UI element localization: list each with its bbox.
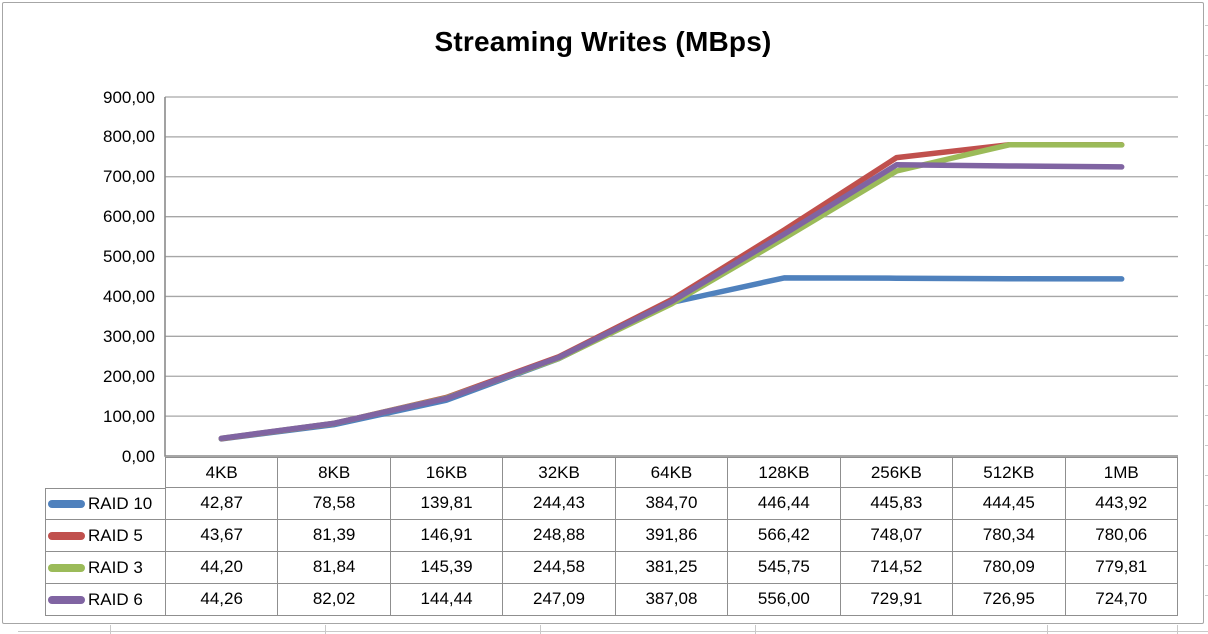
column-header-64kb: 64KB <box>615 458 729 488</box>
legend-line-swatch-raid-5 <box>48 531 85 540</box>
table-row-raid-10: RAID 10 42,87 78,58 139,81 244,43 384,70 446,4… <box>45 488 1178 520</box>
value-cell: 381,25 <box>615 552 729 584</box>
value-cell: 146,91 <box>390 520 504 552</box>
legend-cell-raid-6: RAID 6 <box>46 584 166 616</box>
value-cell: 43,67 <box>165 520 279 552</box>
table-row-raid-6: RAID 6 44,26 82,02 144,44 247,09 387,08 556,00… <box>45 584 1178 616</box>
column-header-8kb: 8KB <box>278 458 391 488</box>
value-cell: 556,00 <box>728 584 841 616</box>
y-axis-tick-label: 200,00 <box>103 366 155 386</box>
series-name-label: RAID 5 <box>88 525 143 545</box>
column-header-16kb: 16KB <box>390 458 504 488</box>
chart-title: Streaming Writes (MBps) <box>434 26 772 57</box>
y-axis-tick-label: 100,00 <box>103 406 155 426</box>
value-cell: 724,70 <box>1065 584 1178 616</box>
y-axis-tick-label: 800,00 <box>103 127 155 147</box>
y-axis-tick-label: 400,00 <box>103 286 155 306</box>
series-name-label: RAID 6 <box>88 589 143 609</box>
value-cell: 779,81 <box>1065 552 1178 584</box>
value-cell: 244,43 <box>503 488 616 520</box>
value-cell: 44,26 <box>165 584 279 616</box>
column-header-1mb: 1MB <box>1065 458 1178 488</box>
value-cell: 78,58 <box>278 488 391 520</box>
legend-line-swatch-raid-3 <box>48 563 85 572</box>
y-axis-tick-label: 900,00 <box>103 87 155 107</box>
column-header-32kb: 32KB <box>503 458 616 488</box>
table-header-row: 4KB 8KB 16KB 32KB 64KB 128KB 256KB 512KB 1MB <box>165 457 1178 488</box>
value-cell: 729,91 <box>840 584 954 616</box>
column-header-128kb: 128KB <box>728 458 841 488</box>
value-cell: 445,83 <box>840 488 954 520</box>
value-cell: 247,09 <box>503 584 616 616</box>
legend-cell-raid-3: RAID 3 <box>46 552 166 584</box>
value-cell: 780,34 <box>953 520 1066 552</box>
value-cell: 545,75 <box>728 552 841 584</box>
y-axis-tick-label: 300,00 <box>103 326 155 346</box>
value-cell: 42,87 <box>165 488 279 520</box>
column-header-512kb: 512KB <box>953 458 1066 488</box>
value-cell: 44,20 <box>165 552 279 584</box>
value-cell: 81,84 <box>278 552 391 584</box>
value-cell: 446,44 <box>728 488 841 520</box>
value-cell: 443,92 <box>1065 488 1178 520</box>
table-row-raid-3: RAID 3 44,20 81,84 145,39 244,58 381,25 545,75… <box>45 552 1178 584</box>
y-axis-tick-label: 600,00 <box>103 207 155 227</box>
series-line-raid-3[interactable] <box>218 142 1125 442</box>
legend-line-swatch-raid-6 <box>48 595 85 604</box>
value-cell: 748,07 <box>840 520 954 552</box>
legend-line-swatch-raid-10 <box>48 500 85 508</box>
legend-cell-raid-10: RAID 10 <box>46 488 166 520</box>
y-axis-tick-label: 700,00 <box>103 167 155 187</box>
legend-cell-raid-5: RAID 5 <box>46 520 166 552</box>
y-axis-tick-label: 0,00 <box>121 446 155 466</box>
y-axis-tick-label: 500,00 <box>103 247 155 267</box>
value-cell: 144,44 <box>390 584 504 616</box>
column-header-4kb: 4KB <box>166 458 279 488</box>
value-cell: 248,88 <box>503 520 616 552</box>
value-cell: 714,52 <box>840 552 954 584</box>
value-cell: 82,02 <box>278 584 391 616</box>
value-cell: 384,70 <box>615 488 729 520</box>
value-cell: 244,58 <box>503 552 616 584</box>
series-name-label: RAID 3 <box>88 557 143 577</box>
value-cell: 780,06 <box>1065 520 1178 552</box>
column-header-256kb: 256KB <box>840 458 954 488</box>
value-cell: 780,09 <box>953 552 1066 584</box>
series-line-raid-5[interactable] <box>218 141 1125 442</box>
series-line-raid-6[interactable] <box>218 162 1125 442</box>
value-cell: 139,81 <box>390 488 504 520</box>
table-row-raid-5: RAID 5 43,67 81,39 146,91 248,88 391,86 566,42… <box>45 520 1178 552</box>
series-name-label: RAID 10 <box>88 494 153 513</box>
value-cell: 145,39 <box>390 552 504 584</box>
value-cell: 81,39 <box>278 520 391 552</box>
value-cell: 444,45 <box>953 488 1066 520</box>
value-cell: 387,08 <box>615 584 729 616</box>
value-cell: 391,86 <box>615 520 729 552</box>
value-cell: 566,42 <box>728 520 841 552</box>
value-cell: 726,95 <box>953 584 1066 616</box>
